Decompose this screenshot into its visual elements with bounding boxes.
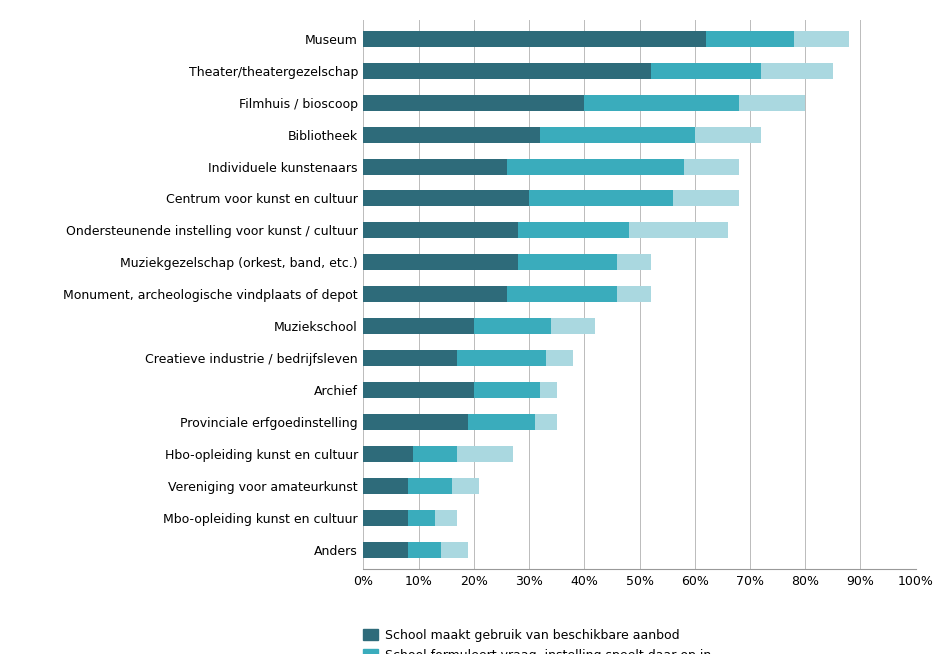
Bar: [363, 254, 518, 270]
Bar: [706, 31, 794, 47]
Bar: [507, 286, 617, 302]
Bar: [363, 31, 706, 47]
Bar: [363, 222, 518, 239]
Bar: [452, 478, 480, 494]
Bar: [363, 350, 457, 366]
Bar: [551, 318, 596, 334]
Bar: [408, 478, 452, 494]
Bar: [363, 286, 507, 302]
Bar: [363, 542, 408, 558]
Bar: [363, 63, 650, 78]
Bar: [363, 158, 507, 175]
Bar: [363, 382, 474, 398]
Bar: [413, 446, 457, 462]
Bar: [794, 31, 850, 47]
Bar: [695, 127, 761, 143]
Bar: [673, 190, 739, 207]
Bar: [546, 350, 573, 366]
Bar: [474, 318, 551, 334]
Bar: [363, 127, 540, 143]
Bar: [518, 222, 629, 239]
Bar: [457, 350, 546, 366]
Bar: [617, 286, 650, 302]
Bar: [441, 542, 468, 558]
Bar: [363, 414, 468, 430]
Bar: [474, 382, 540, 398]
Bar: [363, 190, 529, 207]
Bar: [507, 158, 683, 175]
Bar: [408, 510, 435, 526]
Bar: [650, 63, 761, 78]
Bar: [468, 414, 534, 430]
Bar: [363, 446, 413, 462]
Bar: [540, 382, 557, 398]
Bar: [761, 63, 833, 78]
Bar: [408, 542, 441, 558]
Bar: [540, 127, 695, 143]
Bar: [363, 318, 474, 334]
Bar: [363, 510, 408, 526]
Bar: [363, 95, 584, 111]
Bar: [435, 510, 457, 526]
Bar: [518, 254, 617, 270]
Bar: [457, 446, 513, 462]
Bar: [529, 190, 673, 207]
Bar: [534, 414, 557, 430]
Bar: [683, 158, 739, 175]
Bar: [584, 95, 739, 111]
Bar: [617, 254, 650, 270]
Bar: [363, 478, 408, 494]
Bar: [629, 222, 728, 239]
Bar: [739, 95, 805, 111]
Legend: School maakt gebruik van beschikbare aanbod, School formuleert vraag, instelling: School maakt gebruik van beschikbare aan…: [358, 624, 747, 654]
